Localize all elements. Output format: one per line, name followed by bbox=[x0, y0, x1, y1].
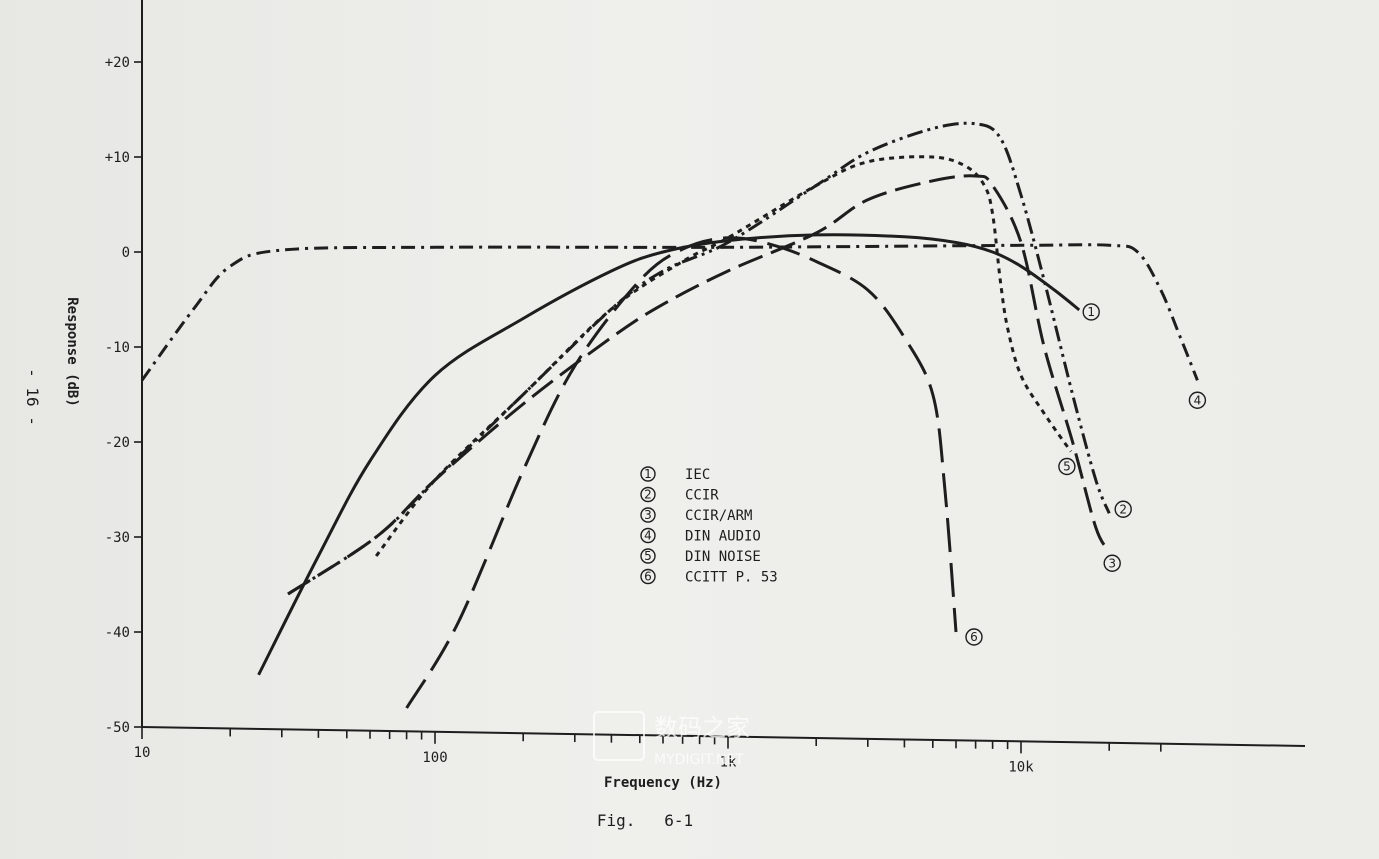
curve-end-label-3: 3 bbox=[1108, 556, 1116, 570]
x-axis-line bbox=[141, 726, 1306, 747]
curve-end-label-4: 4 bbox=[1194, 393, 1202, 407]
curves bbox=[140, 121, 1199, 709]
curve-6 bbox=[405, 236, 958, 709]
x-axis-title: Frequency (Hz) bbox=[604, 775, 722, 791]
y-tick-label: -50 bbox=[105, 720, 130, 736]
curve-1 bbox=[257, 233, 1081, 676]
curve-4 bbox=[140, 243, 1199, 382]
curve-end-mark-1 bbox=[1082, 303, 1100, 321]
curve-end-label-2: 2 bbox=[1119, 502, 1127, 516]
y-tick-label: +10 bbox=[105, 150, 130, 166]
watermark: 数码之家 MYDIGIT.NET bbox=[593, 711, 750, 768]
figure-caption: Fig. 6-1 bbox=[597, 811, 693, 830]
curve-end-mark-2 bbox=[1114, 500, 1132, 518]
legend-mark-number: 6 bbox=[644, 570, 652, 584]
watermark-logo bbox=[593, 711, 645, 761]
page-number: - 16 - bbox=[23, 368, 42, 426]
x-tick-label: 10k bbox=[1008, 759, 1034, 775]
legend-mark-number: 1 bbox=[644, 467, 652, 481]
legend-mark-number: 5 bbox=[644, 549, 652, 563]
x-tick-label: 10 bbox=[134, 745, 151, 761]
legend-label-2: CCIR bbox=[685, 488, 719, 504]
curve-end-mark-6 bbox=[965, 628, 983, 646]
curve-end-marks: 1 2 3 4 5 6 bbox=[965, 303, 1207, 646]
legend-mark-5 bbox=[640, 548, 656, 564]
legend-label-3: CCIR/ARM bbox=[685, 508, 752, 524]
legend-mark-3 bbox=[640, 507, 656, 523]
watermark-text: 数码之家 bbox=[654, 714, 750, 742]
y-tick-label: -10 bbox=[105, 340, 130, 356]
curve-end-mark-5 bbox=[1058, 457, 1076, 476]
y-tick-label: 0 bbox=[122, 245, 130, 261]
legend-mark-6 bbox=[640, 568, 656, 585]
legend-mark-2 bbox=[640, 486, 656, 503]
legend-label-5: DIN NOISE bbox=[685, 549, 761, 565]
curve-end-label-1: 1 bbox=[1087, 305, 1095, 319]
legend-mark-number: 2 bbox=[644, 488, 652, 502]
curve-end-label-5: 5 bbox=[1063, 460, 1071, 474]
legend-mark-number: 4 bbox=[644, 529, 652, 543]
watermark-subtext: MYDIGIT.NET bbox=[654, 752, 744, 768]
curve-end-mark-4 bbox=[1188, 391, 1207, 409]
x-tick-label: 100 bbox=[422, 750, 447, 766]
legend: 1 IEC 2 CCIR 3 CCIR/ARM 4 DIN AUDIO 5 DIN NOISE 6 C… bbox=[640, 466, 778, 586]
curve-end-label-6: 6 bbox=[970, 630, 978, 644]
x-tick-label: 1k bbox=[720, 755, 737, 771]
y-tick-label: -20 bbox=[105, 435, 130, 451]
legend-mark-1 bbox=[640, 466, 656, 482]
legend-label-6: CCITT P. 53 bbox=[685, 570, 778, 586]
legend-label-4: DIN AUDIO bbox=[685, 529, 761, 545]
curve-5 bbox=[375, 155, 1073, 557]
y-axis-title: Response (dB) bbox=[64, 297, 80, 407]
y-tick-label: -30 bbox=[105, 530, 130, 546]
curve-3 bbox=[287, 174, 1111, 596]
y-tick-label: -40 bbox=[105, 625, 130, 641]
curve-end-mark-3 bbox=[1103, 554, 1121, 572]
y-tick-label: +20 bbox=[105, 55, 130, 71]
legend-mark-number: 3 bbox=[644, 508, 652, 522]
legend-label-1: IEC bbox=[685, 467, 710, 483]
legend-mark-4 bbox=[640, 527, 656, 544]
